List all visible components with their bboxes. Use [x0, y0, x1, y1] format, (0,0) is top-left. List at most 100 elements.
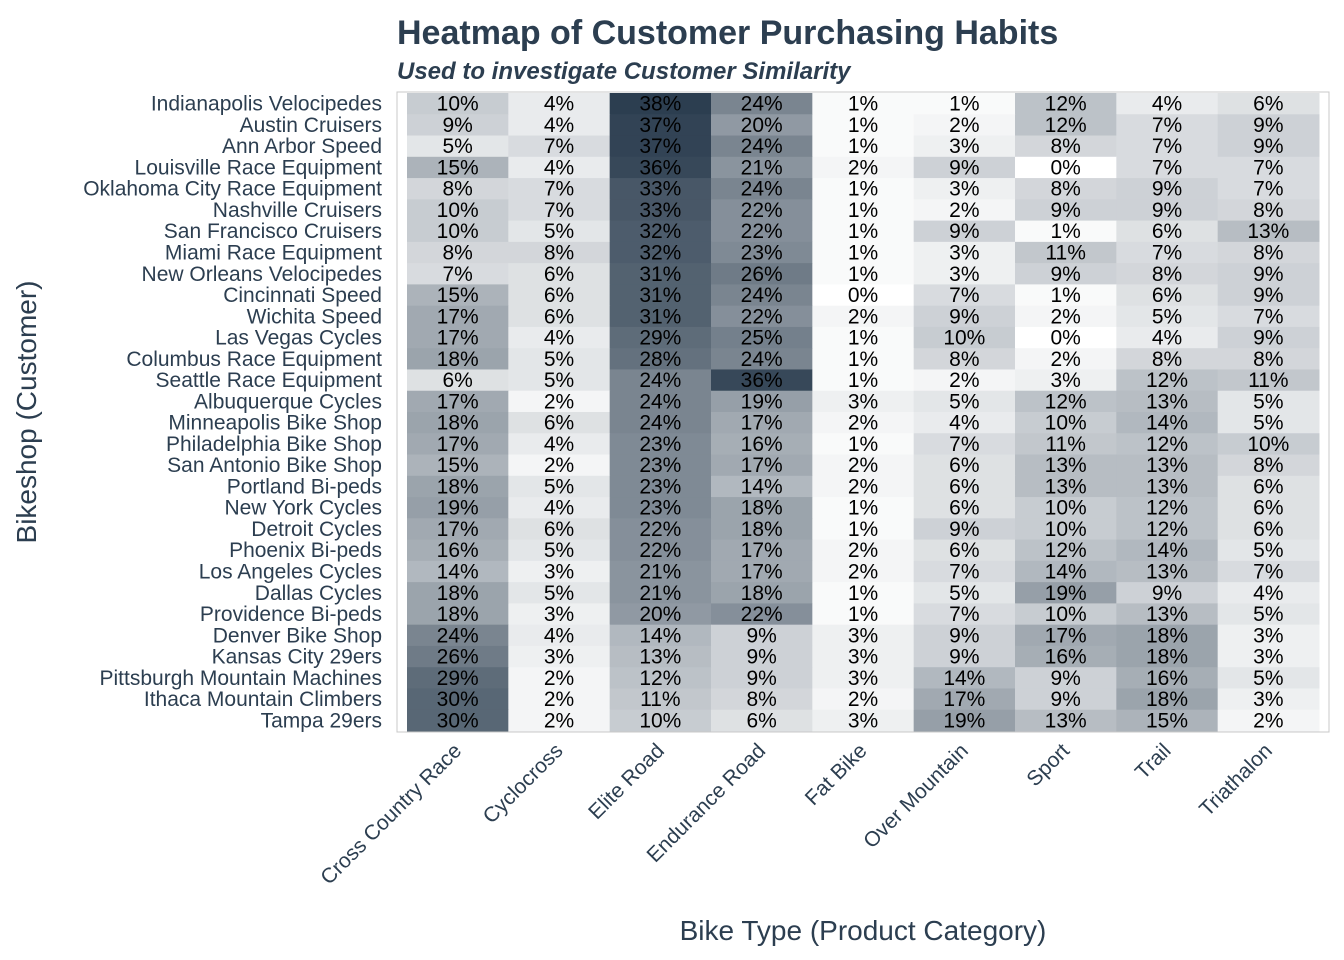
heatmap-cell — [711, 156, 813, 179]
x-tick-label: Fat Bike — [801, 739, 872, 810]
cell-value-label: 9% — [1152, 199, 1182, 222]
heatmap-cell — [609, 560, 712, 583]
cell-value-label: 9% — [1253, 327, 1283, 350]
cell-value-label: 1% — [848, 135, 878, 158]
cell-value-label: 12% — [1045, 93, 1087, 116]
cell-value-label: 1% — [848, 603, 878, 626]
heatmap-cell — [1217, 412, 1320, 434]
heatmap-cell — [812, 560, 915, 583]
heatmap-cell — [407, 369, 509, 392]
cell-value-label: 6% — [1253, 93, 1283, 116]
heatmap-cell — [1217, 114, 1320, 137]
heatmap-cell — [913, 220, 1016, 243]
cell-value-label: 7% — [1152, 135, 1182, 158]
cell-value-label: 17% — [437, 433, 479, 456]
heatmap-cell — [407, 326, 509, 349]
heatmap-cell — [609, 582, 712, 604]
heatmap-cell — [711, 518, 813, 541]
cell-value-label: 2% — [544, 688, 574, 711]
heatmap-cell — [711, 114, 813, 137]
cell-value-label: 14% — [1146, 412, 1188, 435]
heatmap-cell — [1116, 667, 1219, 689]
cell-value-label: 17% — [1045, 624, 1087, 647]
y-tick-label: Phoenix Bi-peds — [229, 539, 382, 562]
y-tick-label: Miami Race Equipment — [165, 242, 382, 265]
heatmap-cell — [1116, 475, 1219, 498]
cell-value-label: 8% — [544, 242, 574, 265]
cell-value-label: 8% — [1152, 348, 1182, 371]
cell-value-label: 13% — [1146, 475, 1188, 498]
cell-value-label: 32% — [639, 242, 681, 265]
heatmap-cell — [609, 369, 712, 392]
heatmap-cell — [508, 114, 611, 137]
cell-value-label: 14% — [943, 667, 985, 690]
heatmap-cell — [812, 263, 915, 285]
heatmap-cell — [407, 284, 509, 307]
heatmap-cell — [1116, 348, 1219, 370]
heatmap-cell — [1116, 433, 1219, 456]
cell-value-label: 1% — [848, 518, 878, 541]
heatmap-cell — [407, 156, 509, 179]
heatmap-cell — [1116, 709, 1219, 732]
cell-value-label: 6% — [544, 305, 574, 328]
heatmap-cell — [609, 390, 712, 413]
heatmap-cell — [812, 709, 915, 732]
heatmap-cell — [812, 433, 915, 456]
heatmap-cell — [508, 284, 611, 307]
cell-value-label: 6% — [949, 497, 979, 520]
heatmap-cell — [508, 582, 611, 604]
cell-value-label: 2% — [1253, 709, 1283, 732]
heatmap-cell — [609, 220, 712, 243]
cell-value-label: 8% — [1253, 199, 1283, 222]
heatmap-cell — [1217, 603, 1320, 626]
heatmap-cell — [711, 645, 813, 668]
heatmap-cell — [407, 475, 509, 498]
heatmap-cell — [913, 114, 1016, 137]
heatmap-cell — [812, 348, 915, 370]
cell-value-label: 5% — [544, 475, 574, 498]
cell-value-label: 20% — [639, 603, 681, 626]
heatmap-cell — [913, 645, 1016, 668]
cell-value-label: 3% — [949, 263, 979, 286]
cell-value-label: 5% — [1253, 412, 1283, 435]
heatmap-cell — [913, 390, 1016, 413]
cell-value-label: 3% — [848, 390, 878, 413]
cell-value-label: 4% — [544, 93, 574, 116]
heatmap-cell — [1116, 220, 1219, 243]
cell-value-label: 11% — [640, 688, 680, 711]
heatmap-cell — [1116, 369, 1219, 392]
y-tick-label: New Orleans Velocipedes — [142, 263, 382, 286]
cell-value-label: 23% — [639, 475, 681, 498]
heatmap-cell — [1116, 114, 1219, 137]
cell-value-label: 24% — [741, 135, 783, 158]
cell-value-label: 15% — [437, 284, 479, 307]
heatmap-cell — [1116, 603, 1219, 626]
cell-value-label: 8% — [1253, 242, 1283, 265]
cell-value-label: 23% — [639, 433, 681, 456]
heatmap-cell — [1015, 412, 1117, 434]
heatmap-cell — [812, 114, 915, 137]
cell-value-label: 9% — [1050, 263, 1080, 286]
cell-value-label: 7% — [544, 199, 574, 222]
y-tick-label: San Francisco Cruisers — [164, 220, 382, 243]
cell-value-label: 1% — [848, 93, 878, 116]
heatmap-cell — [913, 709, 1016, 732]
cell-value-label: 4% — [544, 114, 574, 137]
cell-value-label: 4% — [544, 624, 574, 647]
heatmap-cell — [1217, 624, 1320, 647]
heatmap-cell — [812, 326, 915, 349]
heatmap-cell — [508, 433, 611, 456]
cell-value-label: 4% — [1152, 93, 1182, 116]
cell-value-label: 5% — [544, 348, 574, 371]
heatmap-cell — [913, 305, 1016, 328]
cell-value-label: 21% — [639, 561, 681, 584]
y-tick-label: Albuquerque Cycles — [194, 390, 382, 413]
heatmap-cell — [1015, 560, 1117, 583]
heatmap-cell — [913, 667, 1016, 689]
cell-value-label: 14% — [639, 624, 681, 647]
cell-value-label: 18% — [437, 412, 479, 435]
cell-value-label: 19% — [1045, 582, 1087, 605]
cell-value-label: 13% — [639, 646, 681, 669]
cell-value-label: 3% — [949, 178, 979, 201]
cell-value-label: 36% — [639, 156, 681, 179]
